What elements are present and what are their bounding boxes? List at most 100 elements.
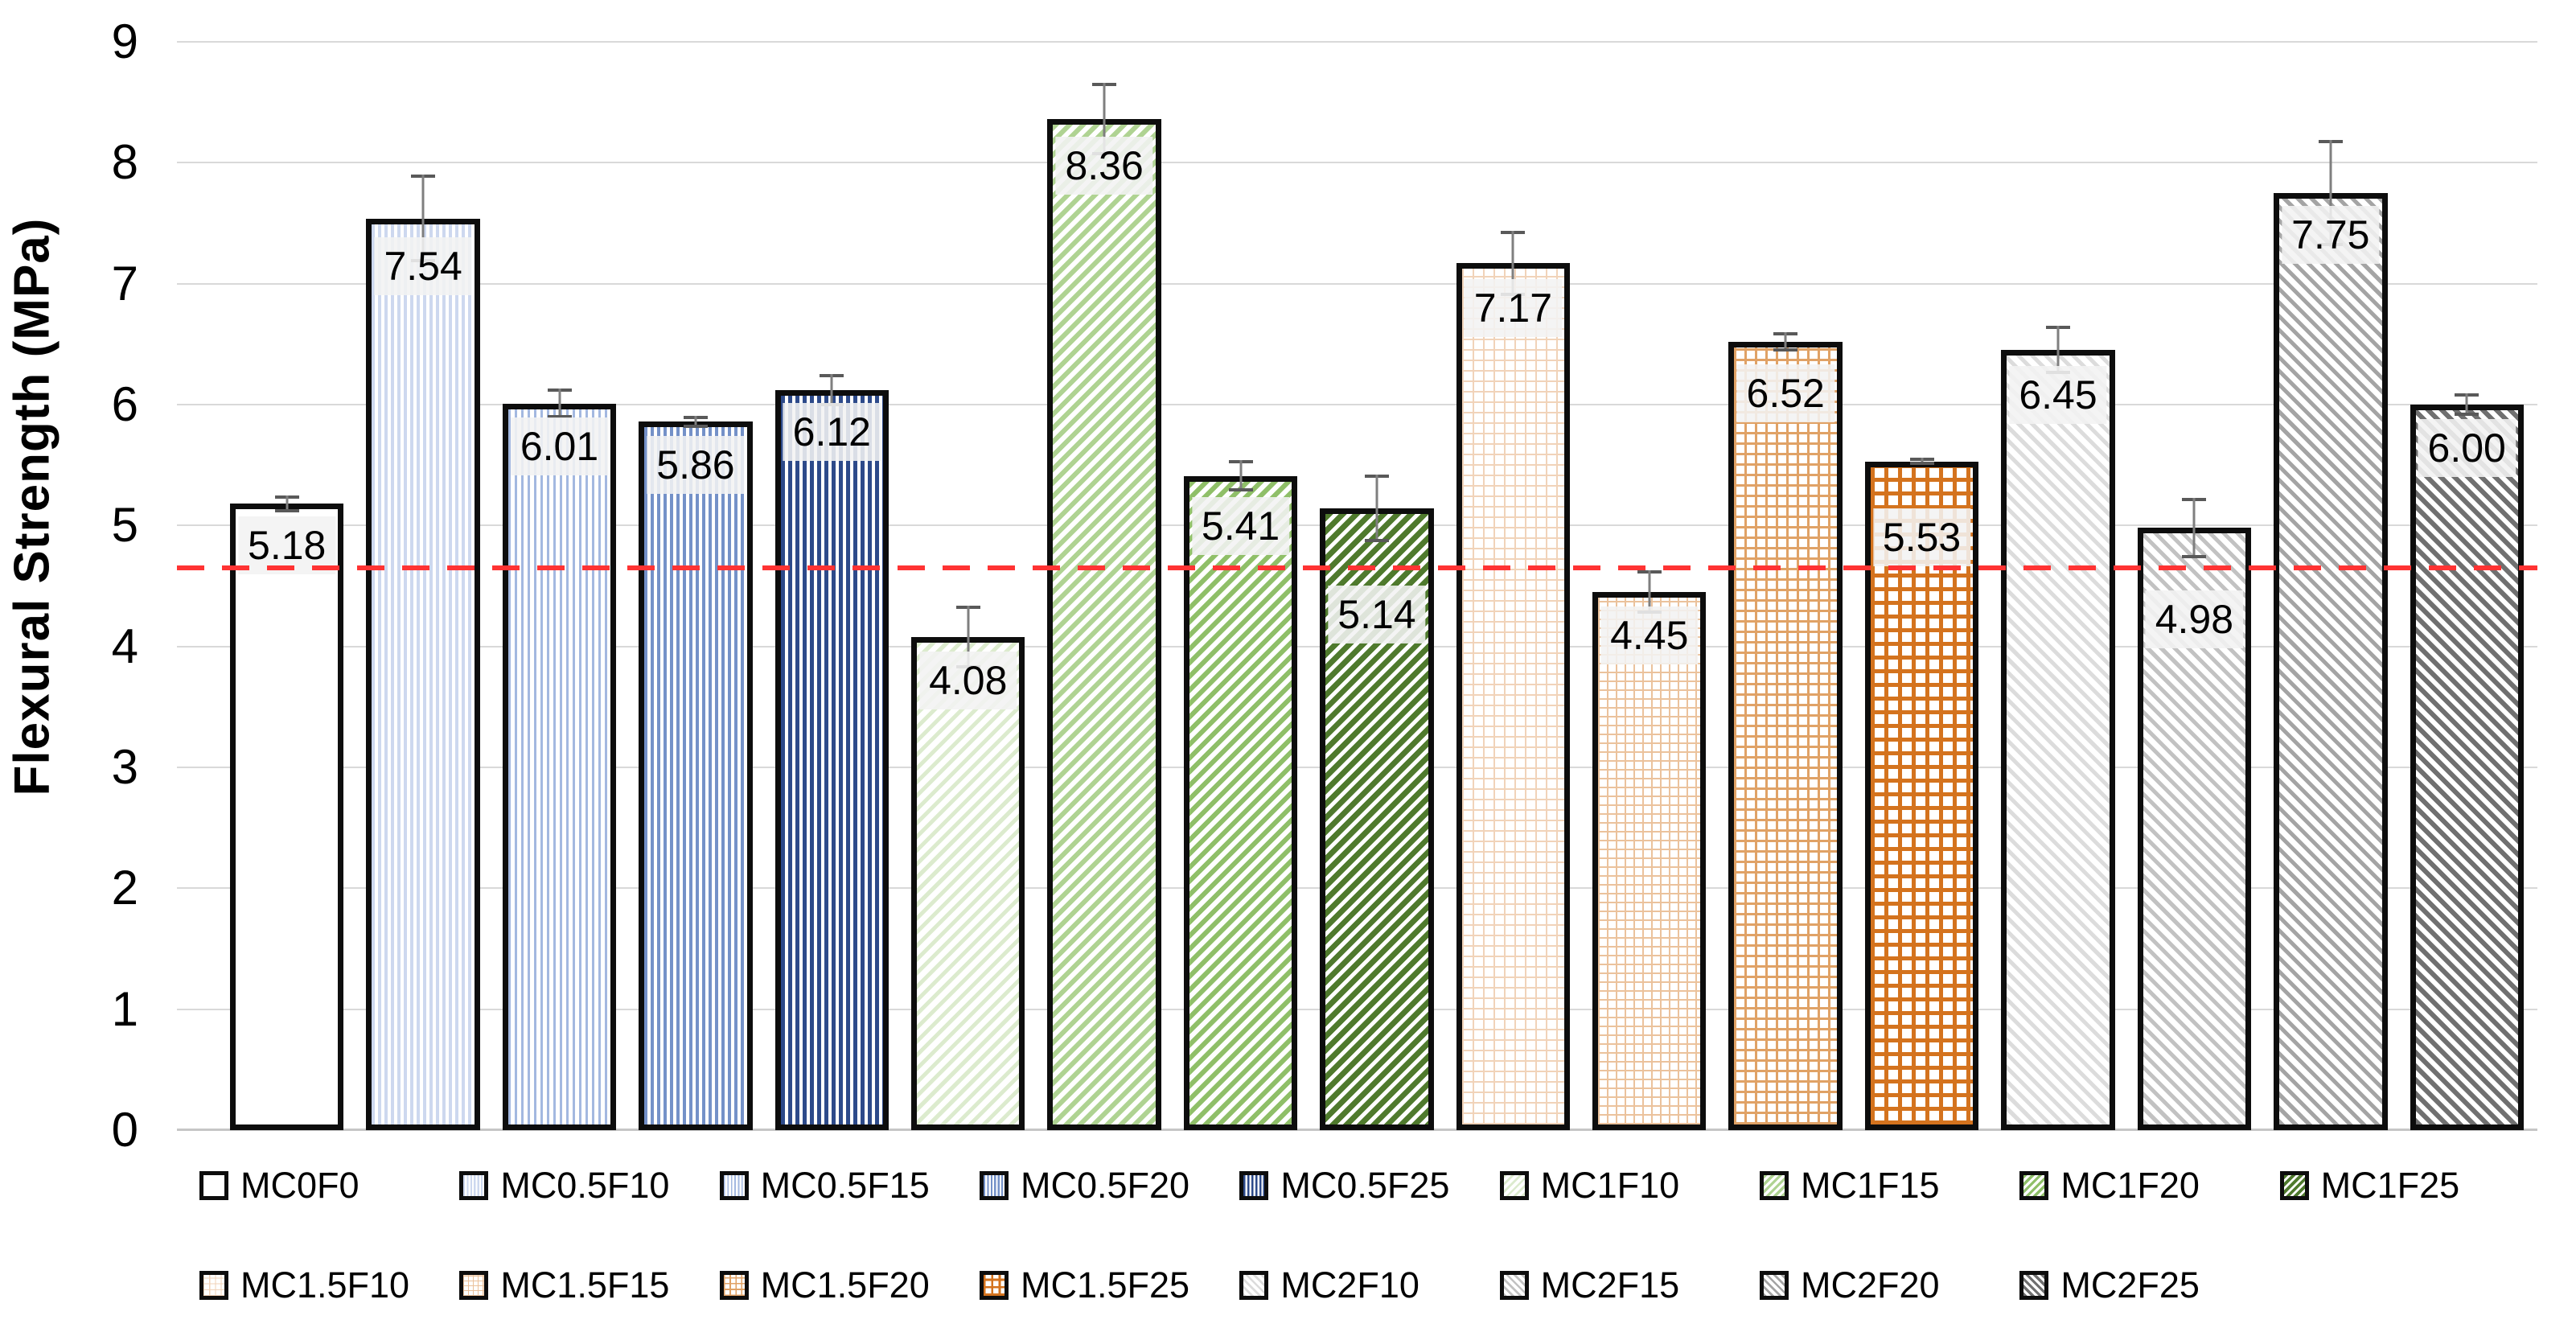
legend-item-MC0.5F20[interactable]: MC0.5F20 (980, 1165, 1239, 1207)
legend-swatch-icon (719, 1171, 749, 1200)
legend: MC0F0 MC0.5F10 MC0.5F15 MC0.5F20 MC0.5F2… (199, 1165, 2540, 1306)
legend-swatch-icon (1239, 1271, 1269, 1300)
legend-swatch-icon (980, 1271, 1009, 1300)
y-tick-label: 9 (111, 14, 138, 68)
error-bar (1909, 458, 1934, 466)
bar-value-label: 6.45 (2009, 366, 2107, 425)
error-bar (820, 374, 844, 406)
reference-line (177, 565, 2537, 570)
legend-item-MC1F25[interactable]: MC1F25 (2279, 1165, 2540, 1207)
legend-label: MC0.5F20 (1021, 1165, 1190, 1206)
bar-slot: 6.45 (2001, 42, 2115, 1130)
legend-label: MC0.5F10 (500, 1165, 670, 1206)
legend-label: MC2F25 (2060, 1264, 2200, 1305)
bar-slot: 6.01 (502, 42, 617, 1130)
bar-slot: 6.00 (2410, 42, 2524, 1130)
legend-swatch-icon (199, 1271, 228, 1300)
legend-item-MC2F10[interactable]: MC2F10 (1239, 1264, 1499, 1306)
bar-value-label: 5.18 (238, 516, 336, 575)
bar-value-label: 5.14 (1328, 586, 1426, 644)
bar-MC2F20[interactable] (2274, 192, 2388, 1130)
bar-MC1.5F20[interactable] (1728, 341, 1843, 1130)
error-bar (1773, 331, 1798, 352)
legend-item-MC1F20[interactable]: MC1F20 (2019, 1165, 2279, 1207)
legend-swatch-icon (2279, 1171, 2309, 1200)
error-bar (547, 389, 572, 418)
legend-item-MC2F25[interactable]: MC2F25 (2019, 1264, 2279, 1306)
bar-MC2F25[interactable] (2410, 405, 2524, 1130)
bar-slot: 5.41 (1183, 42, 1298, 1130)
legend-item-MC1.5F25[interactable]: MC1.5F25 (980, 1264, 1239, 1306)
bar-value-label: 4.08 (919, 651, 1017, 709)
legend-item-MC2F20[interactable]: MC2F20 (1760, 1264, 2019, 1306)
y-tick-label: 7 (111, 256, 138, 310)
bar-MC0.5F20[interactable] (639, 421, 753, 1130)
bar-value-label: 4.98 (2145, 590, 2244, 649)
bar-slot: 4.45 (1592, 42, 1707, 1130)
bar-slot: 5.14 (1320, 42, 1434, 1130)
bar-MC1F10[interactable] (911, 636, 1025, 1130)
bar-MC1F20[interactable] (1183, 475, 1298, 1130)
legend-item-MC2F15[interactable]: MC2F15 (1499, 1264, 1760, 1306)
error-bar (274, 495, 299, 512)
bar-value-label: 6.00 (2418, 419, 2516, 477)
bar-value-label: 6.01 (510, 417, 609, 476)
bar-value-label: 6.12 (783, 402, 881, 461)
bar-slot: 6.12 (774, 42, 889, 1130)
legend-label: MC2F10 (1280, 1264, 1419, 1305)
bar-value-label: 5.53 (1872, 508, 1971, 566)
legend-swatch-icon (1499, 1271, 1529, 1300)
bar-MC0.5F25[interactable] (774, 389, 889, 1130)
y-tick-label: 4 (111, 619, 138, 673)
legend-label: MC1F25 (2320, 1165, 2460, 1206)
y-tick-label: 0 (111, 1103, 138, 1157)
legend-swatch-icon (1760, 1271, 1789, 1300)
legend-swatch-icon (199, 1171, 228, 1200)
legend-label: MC2F20 (1801, 1264, 1940, 1305)
bar-MC0.5F15[interactable] (502, 403, 617, 1130)
legend-swatch-icon (1760, 1171, 1789, 1200)
bar-value-label: 6.52 (1736, 364, 1834, 422)
legend-swatch-icon (1239, 1171, 1269, 1200)
bar-slot: 5.18 (230, 42, 344, 1130)
legend-item-MC1F10[interactable]: MC1F10 (1499, 1165, 1760, 1207)
legend-item-MC1.5F10[interactable]: MC1.5F10 (199, 1264, 459, 1306)
error-bar (1364, 475, 1389, 543)
legend-swatch-icon (1499, 1171, 1529, 1200)
bar-MC1F15[interactable] (1047, 119, 1161, 1130)
legend-item-MC1.5F15[interactable]: MC1.5F15 (459, 1264, 719, 1306)
bar-value-label: 5.86 (647, 436, 745, 495)
bar-slot: 5.53 (1864, 42, 1979, 1130)
legend-item-MC1.5F20[interactable]: MC1.5F20 (719, 1264, 980, 1306)
bar-slot: 4.98 (2137, 42, 2252, 1130)
bar-MC1.5F15[interactable] (1592, 592, 1707, 1130)
legend-item-MC0F0[interactable]: MC0F0 (199, 1165, 459, 1207)
legend-item-MC0.5F10[interactable]: MC0.5F10 (459, 1165, 719, 1207)
legend-label: MC0.5F15 (760, 1165, 930, 1206)
bar-value-label: 7.54 (374, 237, 472, 296)
bar-MC0F0[interactable] (230, 504, 344, 1130)
bar-slot: 7.75 (2274, 42, 2388, 1130)
legend-label: MC2F15 (1540, 1264, 1680, 1305)
legend-label: MC1.5F25 (1021, 1264, 1190, 1305)
y-tick-label: 2 (111, 861, 138, 915)
gridline (177, 404, 2537, 405)
bar-value-label: 7.17 (1464, 279, 1563, 338)
bar-MC0.5F10[interactable] (366, 218, 480, 1130)
bar-MC1.5F10[interactable] (1456, 263, 1571, 1130)
bar-value-label: 8.36 (1055, 137, 1153, 195)
legend-swatch-icon (459, 1271, 489, 1300)
bar-value-label: 5.41 (1191, 496, 1290, 555)
bar-value-label: 7.75 (2282, 205, 2380, 264)
bar-MC1.5F25[interactable] (1864, 461, 1979, 1130)
legend-swatch-icon (2019, 1171, 2049, 1200)
error-bar (683, 415, 708, 428)
legend-item-MC0.5F25[interactable]: MC0.5F25 (1239, 1165, 1499, 1207)
legend-swatch-icon (2019, 1271, 2049, 1300)
legend-item-MC0.5F15[interactable]: MC0.5F15 (719, 1165, 980, 1207)
bar-slot: 5.86 (639, 42, 753, 1130)
bar-MC2F10[interactable] (2001, 350, 2115, 1130)
legend-item-MC1F15[interactable]: MC1F15 (1760, 1165, 2019, 1207)
y-tick-label: 5 (111, 498, 138, 553)
